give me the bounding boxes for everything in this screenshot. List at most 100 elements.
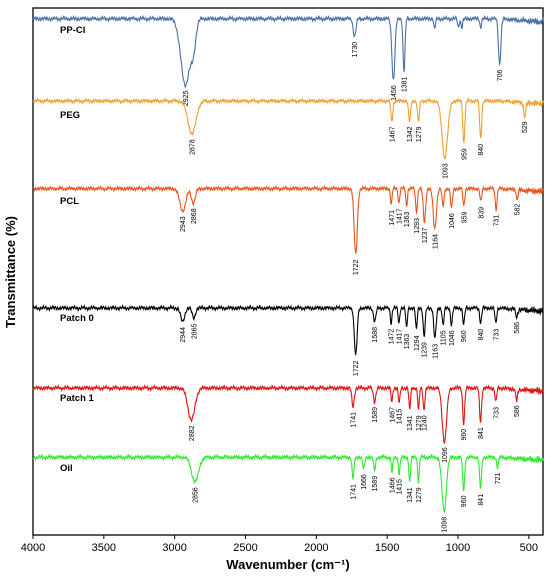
peak-label: 1105 — [441, 330, 448, 345]
peak-label: 960 — [461, 495, 468, 507]
peak-label: 960 — [461, 429, 468, 441]
peak-label: 1472 — [389, 329, 396, 345]
peak-label: 1415 — [397, 409, 404, 425]
peak-label: 1722 — [353, 360, 360, 376]
peak-label: 1666 — [361, 474, 368, 490]
peak-label: 1341 — [407, 415, 414, 431]
peak-label: 1093 — [442, 163, 449, 179]
peak-label: 1741 — [351, 412, 358, 428]
peak-label: 1341 — [407, 487, 414, 503]
peak-label: 1293 — [414, 218, 421, 234]
peak-label: 586 — [514, 405, 521, 417]
peak-label: 2868 — [191, 208, 198, 224]
peak-label: 1471 — [389, 210, 396, 226]
spectrum-line — [32, 303, 544, 357]
x-axis-title: Wavenumber (cm⁻¹) — [226, 557, 349, 572]
peak-label: 2865 — [191, 323, 198, 339]
peak-label: 2943 — [180, 216, 187, 232]
peak-label: 721 — [495, 473, 502, 485]
peak-label: 840 — [478, 329, 485, 341]
series-pp-cl: PP-Cl 2925 1730 1456 1381 706 — [32, 14, 544, 106]
peak-label: 529 — [522, 121, 529, 133]
peak-label: 1164 — [432, 234, 439, 249]
peak-label: 1741 — [351, 484, 358, 500]
peak-label: 1363 — [404, 211, 411, 227]
spectrum-line — [32, 97, 544, 160]
peak-label: 1417 — [396, 208, 403, 224]
peak-label: 733 — [493, 329, 500, 341]
series-name: Patch 0 — [60, 313, 94, 324]
peak-label: 1163 — [432, 344, 439, 359]
peak-label: 586 — [514, 322, 521, 334]
peak-label: 1589 — [372, 407, 379, 423]
peak-label: 2878 — [189, 139, 196, 155]
peak-label: 1588 — [372, 327, 379, 343]
peak-label: 1730 — [352, 42, 359, 58]
peak-label: 1467 — [389, 126, 396, 142]
series-name: PEG — [60, 110, 80, 121]
peak-label: 1279 — [416, 126, 423, 142]
peak-label: 839 — [478, 207, 485, 219]
series-name: Oil — [60, 463, 73, 474]
peak-label: 1381 — [402, 76, 409, 92]
peak-label: 840 — [478, 144, 485, 156]
peak-label: 2944 — [180, 327, 187, 343]
peak-label: 1046 — [449, 330, 456, 346]
peak-label: 959 — [461, 148, 468, 160]
peak-label: 1098 — [442, 517, 449, 533]
peak-label: 706 — [497, 70, 504, 82]
x-axis-ticks: 4000 3500 3000 2500 2000 1500 1000 500 — [21, 535, 538, 554]
peak-label: 2925 — [183, 90, 190, 106]
peak-label: 1279 — [416, 487, 423, 503]
x-tick-label: 2000 — [304, 542, 328, 554]
peak-label: 960 — [461, 330, 468, 342]
x-tick-label: 1000 — [446, 542, 470, 554]
spectrum-line — [32, 14, 544, 89]
peak-label: 731 — [494, 215, 501, 227]
peak-label: 1046 — [449, 213, 456, 229]
peak-label: 1237 — [422, 227, 429, 243]
peak-label: 1415 — [397, 479, 404, 495]
peak-label: 1589 — [372, 476, 379, 492]
peak-label: 2882 — [189, 425, 196, 441]
peak-label: 2856 — [193, 487, 200, 503]
peak-label: 1279 — [416, 415, 423, 431]
peak-label: 1363 — [404, 334, 411, 350]
peak-label: 1417 — [396, 329, 403, 345]
y-axis-title: Transmittance (%) — [3, 216, 18, 328]
x-tick-label: 2500 — [233, 542, 257, 554]
x-tick-label: 1500 — [375, 542, 399, 554]
x-tick-label: 500 — [520, 542, 538, 554]
series-name: Patch 1 — [60, 393, 95, 404]
peak-label: 1456 — [391, 85, 398, 101]
spectrum-line — [32, 184, 544, 254]
peak-label: 582 — [515, 204, 522, 216]
series-name: PCL — [60, 196, 79, 207]
peak-label: 1096 — [442, 447, 449, 463]
peak-label: 959 — [461, 212, 468, 224]
x-tick-label: 3000 — [162, 542, 186, 554]
peak-label: 1722 — [353, 259, 360, 275]
x-tick-label: 3500 — [92, 542, 116, 554]
peak-label: 1294 — [414, 335, 421, 351]
peak-label: 841 — [478, 494, 485, 506]
series-name: PP-Cl — [60, 25, 85, 36]
x-tick-label: 4000 — [21, 542, 45, 554]
peak-label: 1342 — [407, 126, 414, 142]
peak-label: 1240 — [422, 415, 429, 431]
spectrum-line — [32, 383, 544, 444]
peak-label: 1466 — [390, 477, 397, 493]
spectrum-line — [32, 453, 544, 513]
peak-label: 733 — [493, 407, 500, 419]
peak-label: 841 — [478, 427, 485, 439]
plot-frame — [32, 7, 544, 536]
series-peg: PEG 2878 1467 1342 1279 1093 959 840 529 — [32, 97, 544, 179]
peak-label: 1467 — [389, 407, 396, 423]
peak-label: 1239 — [422, 342, 429, 358]
